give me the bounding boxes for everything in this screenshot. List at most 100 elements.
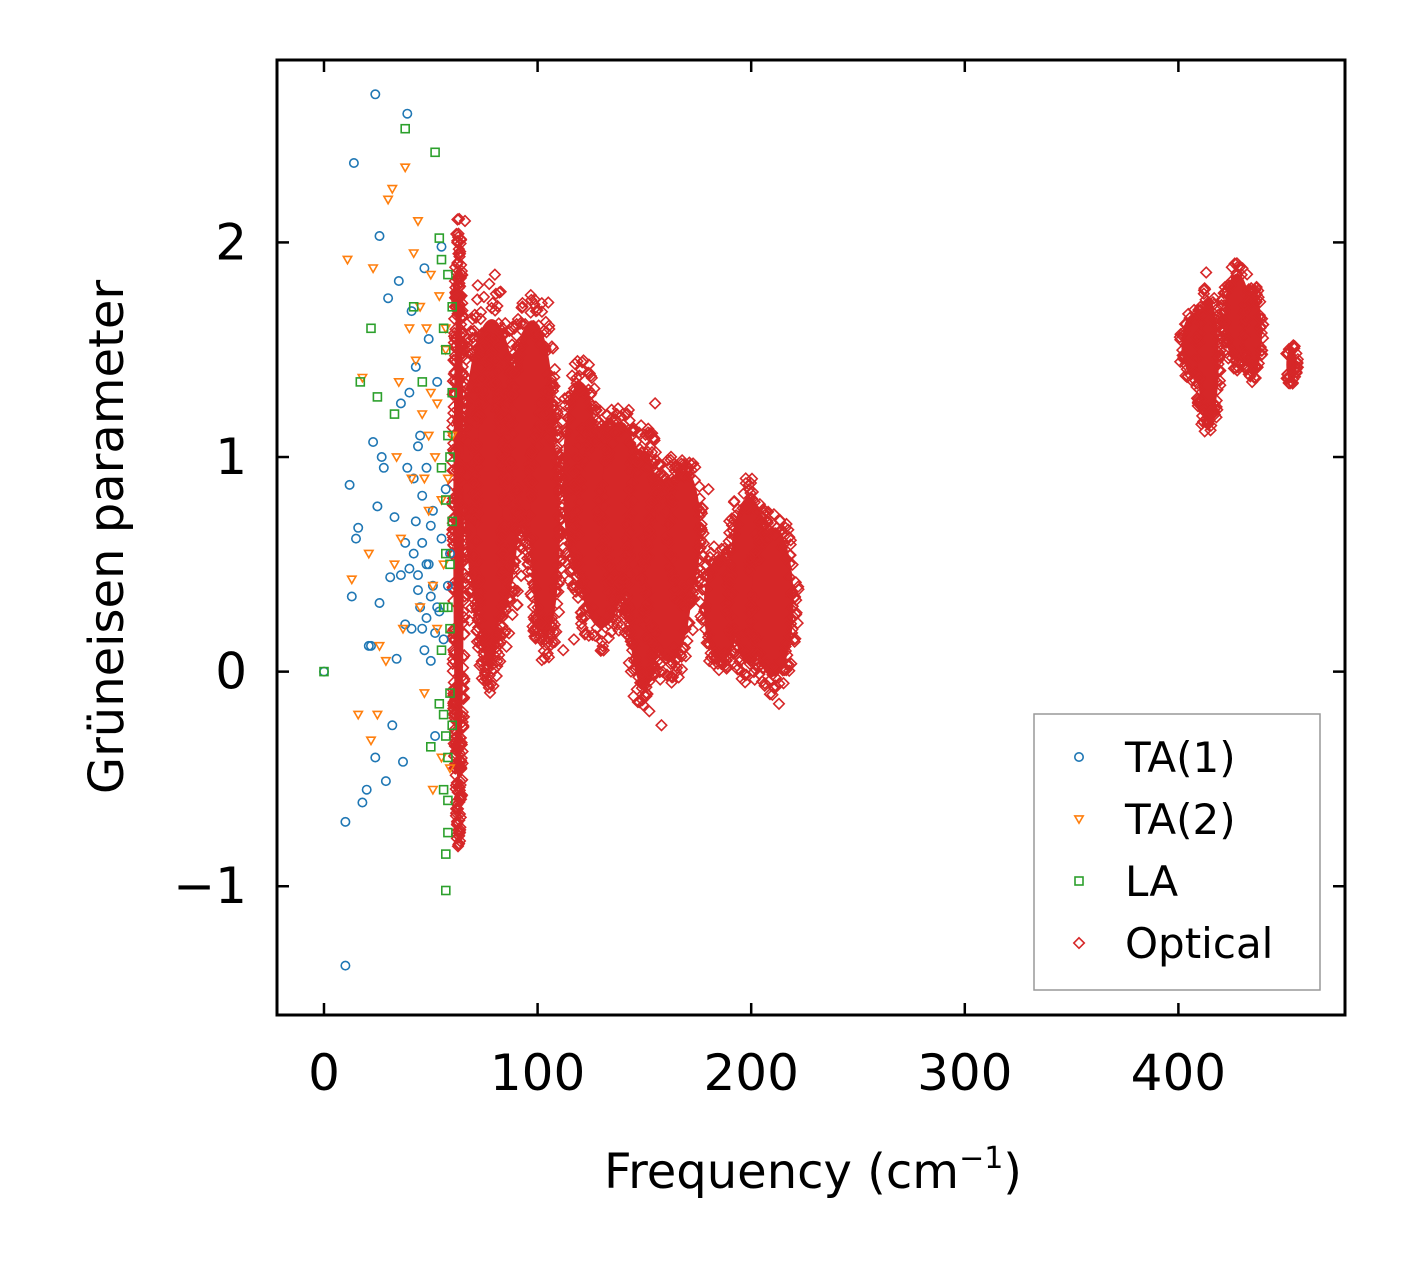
optical-point bbox=[488, 637, 502, 651]
optical-point bbox=[458, 503, 471, 517]
optical-point bbox=[468, 567, 482, 581]
optical-point bbox=[1216, 321, 1229, 335]
optical-point bbox=[641, 426, 655, 439]
optical-point bbox=[652, 480, 666, 494]
optical-point bbox=[565, 510, 579, 524]
ta-1--point bbox=[402, 108, 413, 119]
optical-point bbox=[570, 503, 584, 517]
optical-point bbox=[1213, 364, 1227, 378]
optical-point bbox=[624, 424, 638, 437]
optical-point bbox=[1254, 321, 1267, 335]
optical-point bbox=[750, 653, 763, 667]
optical-point bbox=[613, 576, 626, 590]
optical-point bbox=[625, 633, 638, 647]
y-tick-label: −1 bbox=[173, 857, 247, 915]
optical-point bbox=[553, 523, 567, 537]
optical-point bbox=[686, 457, 700, 470]
optical-point bbox=[779, 551, 793, 565]
optical-point bbox=[1214, 317, 1228, 331]
optical-point bbox=[560, 424, 574, 438]
optical-point bbox=[623, 436, 637, 450]
ta-2--point bbox=[363, 549, 375, 560]
optical-point bbox=[574, 363, 588, 377]
ta-1--point bbox=[374, 231, 385, 242]
optical-point bbox=[685, 575, 699, 588]
optical-point bbox=[524, 448, 538, 462]
optical-point bbox=[642, 666, 656, 680]
optical-point bbox=[474, 410, 488, 424]
legend-label: Optical bbox=[1125, 919, 1273, 968]
optical-point bbox=[692, 552, 706, 566]
optical-point bbox=[467, 486, 481, 500]
optical-point bbox=[624, 507, 638, 520]
optical-point bbox=[1289, 347, 1303, 360]
optical-cloud bbox=[741, 505, 805, 702]
optical-point bbox=[624, 483, 638, 497]
optical-point bbox=[451, 414, 465, 428]
optical-point bbox=[740, 501, 753, 515]
optical-point bbox=[1255, 344, 1269, 357]
ta-1--point bbox=[423, 559, 434, 570]
optical-point bbox=[641, 597, 655, 610]
optical-point bbox=[490, 363, 504, 377]
optical-point bbox=[680, 634, 694, 648]
optical-point bbox=[785, 586, 798, 600]
plot-frame bbox=[275, 58, 1347, 1017]
axis-ticks: 0 100 200 300 400 −1 0 1 2 bbox=[173, 60, 1345, 1102]
optical-point bbox=[494, 535, 508, 549]
optical-point bbox=[461, 345, 475, 359]
optical-point bbox=[570, 376, 584, 390]
optical-point bbox=[457, 649, 471, 662]
optical-point bbox=[552, 605, 566, 619]
la-point bbox=[389, 409, 400, 419]
optical-point bbox=[725, 518, 739, 532]
optical-point bbox=[458, 214, 472, 228]
optical-point bbox=[551, 585, 565, 599]
la-point bbox=[417, 377, 428, 387]
optical-point bbox=[550, 569, 563, 582]
optical-point bbox=[489, 353, 503, 367]
optical-point bbox=[475, 372, 489, 386]
optical-point bbox=[780, 648, 794, 662]
optical-point bbox=[747, 647, 761, 661]
ta-2--point bbox=[373, 641, 386, 652]
optical-point bbox=[496, 546, 510, 560]
ta-2--point bbox=[406, 474, 418, 485]
optical-point bbox=[453, 834, 467, 848]
optical-point bbox=[694, 536, 707, 550]
optical-point bbox=[582, 601, 595, 615]
x-axis-title-close: ) bbox=[1003, 1144, 1022, 1200]
optical-point bbox=[448, 731, 462, 745]
optical-point bbox=[471, 478, 485, 492]
optical-point bbox=[465, 601, 478, 615]
optical-point bbox=[525, 565, 538, 579]
optical-point bbox=[637, 618, 651, 632]
optical-point bbox=[510, 359, 524, 373]
optical-point bbox=[725, 645, 739, 659]
optical-point bbox=[506, 427, 519, 441]
optical-point bbox=[742, 482, 756, 496]
optical-point bbox=[756, 536, 770, 549]
optical-point bbox=[510, 340, 524, 353]
optical-point bbox=[688, 460, 702, 474]
optical-point bbox=[598, 443, 612, 456]
ta-1--point bbox=[402, 462, 413, 473]
optical-point bbox=[517, 332, 531, 345]
optical-cloud bbox=[659, 453, 711, 614]
optical-point bbox=[638, 558, 652, 572]
la-point bbox=[447, 301, 458, 312]
optical-point bbox=[453, 823, 467, 837]
ta-1--point bbox=[421, 462, 432, 473]
optical-point bbox=[594, 552, 608, 566]
optical-point bbox=[649, 480, 663, 494]
x-tick-label: 100 bbox=[490, 1044, 585, 1102]
optical-point bbox=[578, 453, 592, 467]
optical-point bbox=[585, 419, 599, 432]
optical-point bbox=[446, 374, 460, 388]
optical-point bbox=[525, 555, 538, 568]
optical-point bbox=[1194, 392, 1208, 406]
optical-point bbox=[1198, 424, 1212, 438]
optical-point bbox=[452, 291, 466, 305]
optical-cloud bbox=[1279, 338, 1305, 390]
optical-point bbox=[468, 308, 482, 322]
